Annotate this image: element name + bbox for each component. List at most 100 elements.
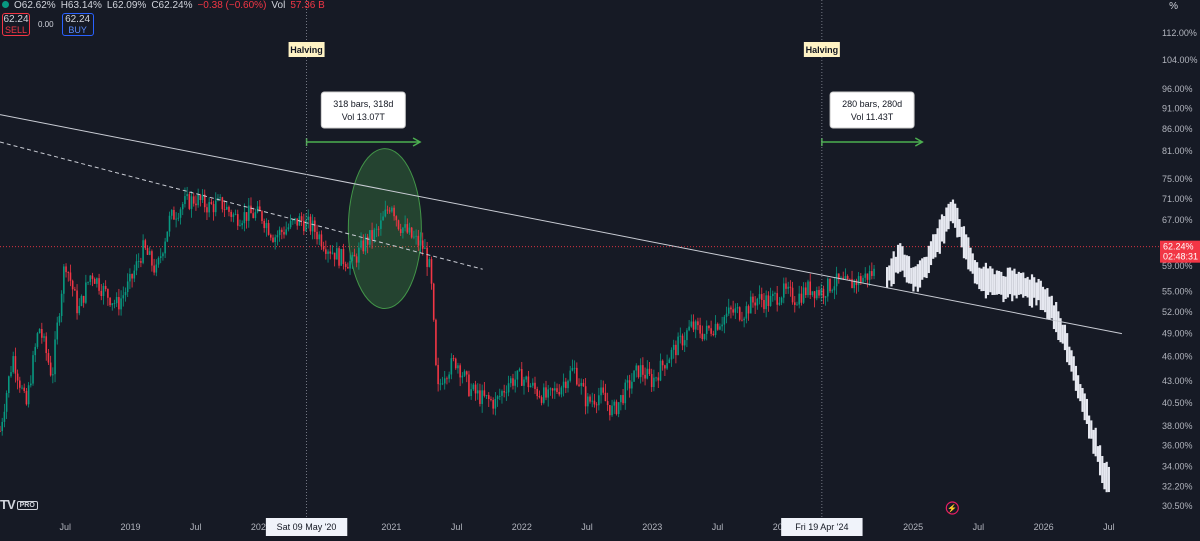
candle-body bbox=[829, 278, 831, 292]
candle-body bbox=[333, 252, 336, 260]
candle-body bbox=[219, 197, 221, 199]
candle-body bbox=[501, 391, 503, 396]
candle-body bbox=[104, 285, 107, 290]
price-tag-box bbox=[1160, 240, 1200, 263]
buy-button[interactable]: 62.24 BUY bbox=[61, 13, 94, 36]
candle-body bbox=[10, 372, 12, 377]
cursor-date-label: Sat 09 May '20 bbox=[277, 522, 337, 532]
candle-body bbox=[186, 194, 188, 197]
cursor-date-label: Fri 19 Apr '24 bbox=[795, 522, 848, 532]
candle-body bbox=[529, 385, 532, 388]
candle-body bbox=[89, 275, 92, 282]
projection-bar bbox=[1098, 445, 1102, 476]
candle-body bbox=[107, 289, 109, 298]
candle-body bbox=[285, 229, 288, 235]
candle-body bbox=[459, 365, 461, 378]
legend-open: O62.62% bbox=[14, 0, 56, 11]
candle-body bbox=[531, 382, 534, 386]
candle-body bbox=[388, 210, 391, 212]
halving-label: Halving bbox=[290, 45, 323, 55]
candle-body bbox=[426, 247, 428, 267]
candle-body bbox=[655, 377, 657, 379]
projection-bar bbox=[1096, 446, 1099, 462]
candle-body bbox=[170, 210, 173, 216]
candle-body bbox=[173, 210, 175, 220]
candle-body bbox=[602, 387, 605, 393]
tradingview-logo[interactable]: TV PRO bbox=[0, 497, 38, 512]
sell-button[interactable]: 62.24 SELL bbox=[2, 13, 30, 36]
candle-body bbox=[752, 296, 754, 303]
candle-body bbox=[122, 295, 125, 299]
projection-bar bbox=[1059, 318, 1062, 343]
candle-body bbox=[133, 270, 136, 279]
projection-bar bbox=[1017, 271, 1020, 295]
projection-bar bbox=[914, 266, 917, 287]
candle-body bbox=[771, 293, 774, 297]
candle-body bbox=[331, 252, 334, 254]
candle-body bbox=[148, 251, 151, 255]
candle-body bbox=[210, 202, 213, 205]
candle-body bbox=[767, 295, 770, 306]
candle-body bbox=[868, 271, 871, 280]
candle-body bbox=[741, 319, 743, 321]
candle-body bbox=[56, 322, 59, 340]
candle-body bbox=[780, 297, 783, 303]
candle-body bbox=[391, 207, 393, 212]
projection-bar bbox=[973, 260, 977, 284]
projection-bar bbox=[991, 268, 994, 295]
candle-body bbox=[353, 254, 356, 257]
candle-body bbox=[254, 212, 257, 218]
candle-body bbox=[289, 220, 292, 228]
candle-body bbox=[606, 401, 609, 406]
candle-body bbox=[347, 266, 349, 269]
projection-bar bbox=[1066, 333, 1069, 363]
candle-body bbox=[802, 287, 805, 303]
candle-body bbox=[126, 281, 129, 293]
candle-body bbox=[137, 261, 140, 262]
projection-bar bbox=[982, 266, 985, 292]
candle-body bbox=[439, 383, 442, 385]
candle-body bbox=[714, 323, 717, 335]
candle-body bbox=[609, 405, 611, 416]
candle-body bbox=[688, 326, 690, 331]
projection-bar bbox=[925, 256, 928, 279]
candle-body bbox=[642, 365, 644, 375]
candle-body bbox=[410, 227, 413, 238]
candle-body bbox=[516, 370, 519, 380]
candle-body bbox=[362, 240, 365, 252]
candle-body bbox=[162, 253, 164, 257]
candle-body bbox=[292, 220, 294, 222]
y-tick-label: 40.50% bbox=[1162, 398, 1193, 408]
projection-bar bbox=[901, 246, 904, 271]
candle-body bbox=[419, 240, 422, 246]
candle-body bbox=[675, 344, 677, 356]
projection-bar bbox=[978, 267, 981, 290]
projection-bar bbox=[971, 253, 974, 274]
candle-body bbox=[758, 294, 761, 299]
candle-body bbox=[36, 333, 39, 347]
candle-body bbox=[628, 380, 631, 389]
x-tick-label: Jul bbox=[712, 522, 724, 532]
candle-body bbox=[52, 374, 54, 376]
candle-body bbox=[155, 264, 158, 273]
candle-body bbox=[701, 333, 704, 340]
candle-body bbox=[591, 400, 594, 402]
x-tick-label: 2026 bbox=[1034, 522, 1054, 532]
candle-body bbox=[474, 384, 477, 394]
candle-body bbox=[325, 249, 327, 254]
market-status-icon bbox=[2, 1, 9, 8]
candle-body bbox=[485, 395, 488, 396]
candle-body bbox=[199, 195, 202, 201]
candle-body bbox=[113, 303, 116, 304]
candle-body bbox=[188, 194, 191, 209]
measure-volume: Vol 11.43T bbox=[851, 112, 894, 122]
projection-bar bbox=[940, 214, 944, 242]
y-tick-label: 52.00% bbox=[1162, 307, 1193, 317]
candle-body bbox=[351, 254, 354, 261]
candle-body bbox=[743, 318, 745, 321]
candle-body bbox=[267, 223, 270, 235]
candle-body bbox=[142, 240, 144, 263]
pro-badge: PRO bbox=[16, 501, 38, 511]
